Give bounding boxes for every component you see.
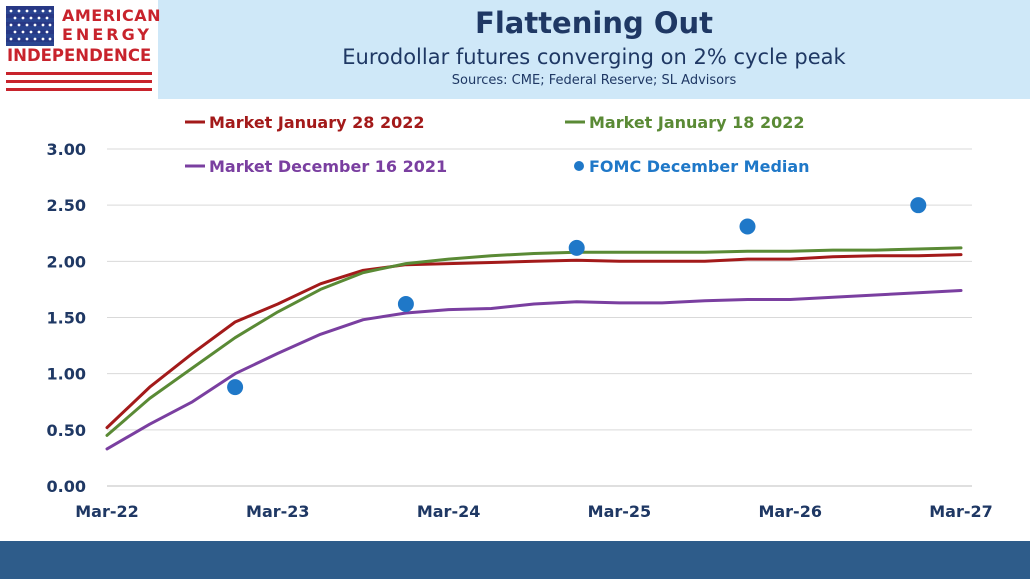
x-tick-label: Mar-25: [588, 502, 652, 521]
logo-stripe: [6, 80, 152, 83]
legend: Market January 28 2022 Market January 18 …: [185, 113, 810, 176]
data-point: [739, 218, 756, 235]
y-axis-ticks: 0.00 0.50 1.00 1.50 2.00 2.50 3.00: [47, 140, 86, 496]
page-title: Flattening Out: [475, 6, 713, 40]
x-tick-label: Mar-27: [929, 502, 993, 521]
logo-stripe: [6, 72, 152, 75]
y-tick-label: 0.00: [47, 477, 86, 496]
logo-line-3: INDEPENDENCE: [7, 46, 152, 65]
x-axis-ticks: Mar-22 Mar-23 Mar-24 Mar-25 Mar-26 Mar-27: [75, 502, 993, 521]
legend-label: Market December 16 2021: [209, 157, 447, 176]
legend-label: FOMC December Median: [589, 157, 810, 176]
y-tick-label: 2.50: [47, 196, 86, 215]
header-banner: AMERICAN ENERGY INDEPENDENCE Flattening …: [0, 0, 1030, 99]
series-line-2: [105, 289, 963, 451]
logo: AMERICAN ENERGY INDEPENDENCE: [0, 0, 162, 99]
title-block: Flattening Out Eurodollar futures conver…: [158, 0, 1030, 99]
series-line-0: [105, 253, 963, 430]
us-flag-icon: [6, 6, 54, 46]
y-tick-label: 2.00: [47, 252, 86, 271]
legend-label: Market January 28 2022: [209, 113, 424, 132]
x-tick-label: Mar-22: [75, 502, 139, 521]
y-tick-label: 1.00: [47, 365, 86, 384]
x-tick-label: Mar-26: [758, 502, 822, 521]
data-point: [227, 379, 244, 396]
logo-line-2: ENERGY: [62, 25, 152, 44]
data-point: [397, 296, 414, 313]
legend-swatch: [574, 161, 584, 171]
data-point: [910, 197, 927, 214]
y-tick-label: 3.00: [47, 140, 86, 159]
y-tick-label: 0.50: [47, 421, 86, 440]
logo-line-1: AMERICAN: [62, 6, 162, 25]
page-subtitle: Eurodollar futures converging on 2% cycl…: [342, 45, 846, 69]
series-points: [227, 197, 927, 396]
series-lines: [105, 246, 963, 451]
x-tick-label: Mar-24: [417, 502, 481, 521]
x-tick-label: Mar-23: [246, 502, 310, 521]
logo-stripe: [6, 88, 152, 91]
sources-note: Sources: CME; Federal Reserve; SL Adviso…: [451, 73, 737, 88]
legend-label: Market January 18 2022: [589, 113, 804, 132]
data-point: [568, 239, 585, 256]
footer-bar: [0, 541, 1030, 579]
line-chart: 0.000.501.001.502.002.503.00 Mar-22 Mar-2…: [47, 113, 993, 521]
y-tick-label: 1.50: [47, 309, 86, 328]
series-line-1: [105, 246, 963, 437]
gridlines: [107, 148, 972, 487]
